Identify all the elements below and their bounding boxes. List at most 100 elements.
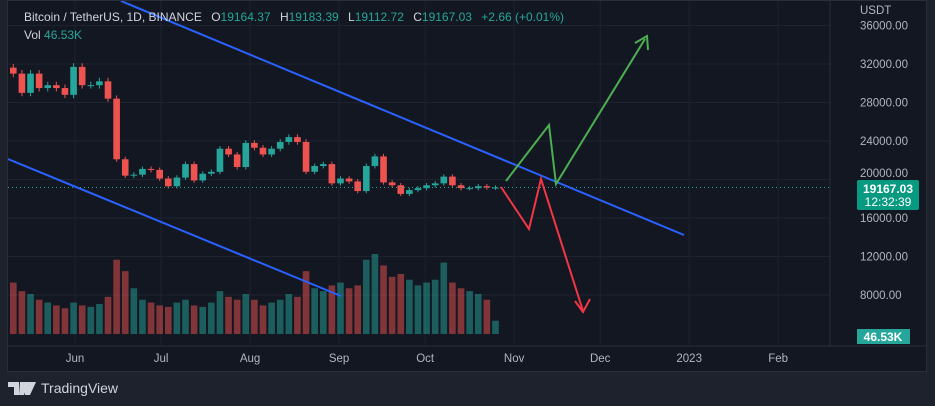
candle [406,190,413,194]
volume-bar [388,276,396,334]
volume-bar [354,285,362,334]
candle [233,154,241,167]
volume-bar [483,299,491,334]
candle [216,148,224,172]
lower-channel-trendline[interactable] [8,158,342,297]
bullish-arrowhead-icon [634,34,649,51]
candle [182,164,189,178]
change-value: +2.66 (+0.01%) [481,10,565,24]
volume-bar [397,274,405,334]
candle [285,137,293,142]
volume-bar [173,302,181,334]
time-tick-label: 2023 [676,353,702,365]
low-value: 19112.72 [354,10,404,24]
volume-badge-value: 46.53K [864,330,903,344]
price-axis[interactable]: 36000.00 32000.00 28000.00 24000.00 20000.00… [860,21,908,303]
volume-bar [268,302,275,334]
last-price-value: 19167.03 [863,182,913,196]
candles [10,63,499,197]
volume-bar [276,299,284,334]
candle [44,85,52,89]
time-tick-label: Dec [590,353,611,365]
symbol-title[interactable]: Bitcoin / TetherUS, 1D, BINANCE [24,10,202,24]
volume-bar [449,282,456,334]
candle [18,73,26,93]
candle [302,141,310,172]
volume-bar [431,279,439,334]
volume-bar [35,299,43,334]
high-value: 19183.39 [288,10,339,24]
candle [431,183,439,186]
volume-bar [311,288,318,334]
price-tick-label: 32000.00 [860,59,908,71]
candle [259,147,267,155]
volume-bar [302,271,310,334]
bearish-arrowhead-icon [574,298,591,314]
volume-bar [345,288,353,334]
volume-bar [96,304,103,334]
ohlc-legend: Bitcoin / TetherUS, 1D, BINANCE O19164.3… [24,10,565,24]
volume-bar [70,302,77,334]
volume-bar [18,291,26,334]
volume-bar [164,306,172,334]
volume-bar [285,294,293,334]
time-tick-label: Aug [240,353,260,365]
candle [156,169,163,179]
volume-bar [242,294,250,334]
candle [78,66,86,86]
candle [483,186,491,188]
candle [457,185,465,189]
upper-channel-trendline[interactable] [120,1,685,236]
volume-bar [44,302,52,334]
volume-bar [414,285,422,334]
volume-bar [121,271,129,334]
chart-canvas[interactable]: USDT 36000.00 32000.00 28000.00 24000.00 200… [8,1,926,371]
candle [147,168,155,170]
volume-bar [10,282,17,334]
time-axis[interactable]: Jun Jul Aug Sep Oct Nov Dec 2023 Feb [66,353,788,365]
bearish-path-drawing[interactable] [500,175,584,312]
volume-bar [87,306,95,334]
candle [363,166,370,192]
price-tick-label: 24000.00 [860,136,908,148]
volume-bar [319,291,327,334]
volume-bar [27,294,34,334]
time-tick-label: Jun [66,353,85,365]
candle [311,166,318,172]
candle [242,142,250,167]
bullish-path-drawing[interactable] [505,38,646,187]
candle [130,174,138,176]
volume-bar [156,305,163,334]
time-tick-label: Nov [504,353,525,365]
volume-bar [208,302,215,334]
price-tick-label: 12000.00 [860,252,908,264]
candle [96,81,103,86]
volume-bar [147,302,155,334]
candle [328,164,336,184]
volume-bar [61,308,69,334]
volume-bar [337,282,344,334]
price-tick-label: 16000.00 [860,213,908,225]
candle [199,173,207,181]
tradingview-logo-icon [8,381,36,395]
candle [164,178,172,187]
candle [35,73,43,89]
candle [492,187,499,189]
tradingview-brand[interactable]: TradingView [8,380,118,396]
last-price-badge [857,180,919,210]
volume-bar [423,282,430,334]
volume-bar [371,254,379,334]
volume-badge [857,329,910,344]
time-tick-label: Sep [329,353,349,365]
volume-bar [492,320,499,334]
open-value: 19164.37 [220,10,271,24]
volume-bar [406,279,413,334]
brand-name: TradingView [41,380,119,396]
volume-bar [251,299,258,334]
volume-bar [363,259,370,334]
volume-bar [380,265,387,334]
candle [61,88,69,95]
candle [104,81,112,99]
volume-bar [328,285,336,334]
chart-panel[interactable]: USDT 36000.00 32000.00 28000.00 24000.00 200… [7,0,927,372]
